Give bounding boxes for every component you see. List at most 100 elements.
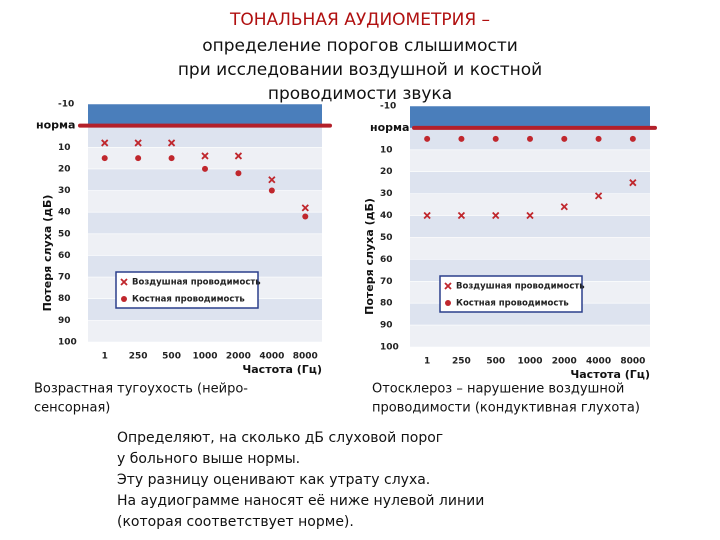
legend-box <box>115 271 259 309</box>
marker-dot <box>629 135 636 142</box>
marker-x <box>134 139 142 147</box>
y-tick-label: -10 <box>380 102 396 112</box>
marker-dot <box>101 155 108 162</box>
marker-stroke <box>167 139 176 147</box>
y-tick-label: норма <box>370 121 409 134</box>
body-text: у больного выше нормы. <box>117 451 300 467</box>
marker-stroke <box>201 152 209 160</box>
y-tick-label: 60 <box>380 255 393 265</box>
y-tick-label: 50 <box>380 233 393 243</box>
x-tick-label: 500 <box>162 352 181 362</box>
grid-band <box>410 171 650 194</box>
legend-label: Воздушная проводимость <box>132 278 261 288</box>
y-tick-label: 100 <box>380 343 399 353</box>
x-tick-label: 1 <box>424 357 430 367</box>
legend-box <box>439 275 583 313</box>
marker-stroke <box>301 204 309 212</box>
marker-x <box>629 179 637 187</box>
y-tick-label: 30 <box>380 189 393 199</box>
marker-stroke <box>457 211 466 220</box>
marker-dot <box>135 155 142 162</box>
marker-stroke <box>134 139 142 147</box>
subtitle: проводимости звука <box>268 84 452 104</box>
grid-band <box>88 125 322 148</box>
x-tick-label: 2000 <box>552 357 577 367</box>
grid-band <box>88 104 322 126</box>
marker-dot <box>458 135 465 142</box>
grid-band <box>88 168 322 191</box>
y-tick-label: 80 <box>58 294 71 304</box>
marker-dot <box>424 135 431 142</box>
marker-x <box>234 152 243 160</box>
marker-stroke <box>492 211 500 220</box>
y-tick-label: 90 <box>380 321 393 331</box>
marker-stroke <box>234 152 243 160</box>
x-axis-label: Частота (Гц) <box>242 363 322 376</box>
x-tick-label: 4000 <box>259 352 284 362</box>
title: ТОНАЛЬНАЯ АУДИОМЕТРИЯ – <box>229 10 490 30</box>
marker-dot <box>561 135 568 142</box>
marker-stroke <box>423 211 431 220</box>
body-text: Эту разницу оценивают как утрату слуха. <box>117 472 430 488</box>
marker-x <box>457 211 466 220</box>
marker-dot <box>121 296 127 302</box>
grid-band <box>88 320 322 342</box>
marker-x <box>101 139 109 147</box>
caption: сенсорная) <box>34 401 110 416</box>
marker-dot <box>302 213 309 220</box>
grid-band <box>410 237 650 260</box>
legend-label: Воздушная проводимость <box>456 282 585 292</box>
marker-x <box>594 192 603 200</box>
x-tick-label: 2000 <box>226 352 251 362</box>
y-tick-label: 80 <box>380 299 393 309</box>
y-tick-label: 70 <box>58 273 71 283</box>
grid-band <box>410 193 650 216</box>
marker-x <box>492 211 500 220</box>
legend-label: Костная проводимость <box>132 295 245 305</box>
x-tick-label: 8000 <box>620 357 645 367</box>
marker-dot <box>595 135 602 142</box>
marker-stroke <box>560 203 568 211</box>
marker-stroke <box>120 278 128 286</box>
caption: Возрастная тугоухость (нейро- <box>34 382 248 397</box>
y-tick-label: -10 <box>58 100 74 110</box>
marker-x <box>120 278 128 286</box>
grid-band <box>410 325 650 347</box>
legend-label: Костная проводимость <box>456 299 569 309</box>
grid-band <box>410 215 650 238</box>
body-text: На аудиограмме наносят её ниже нулевой л… <box>117 493 484 509</box>
marker-dot <box>235 170 242 177</box>
marker-stroke <box>629 179 637 187</box>
y-tick-label: 100 <box>58 338 77 348</box>
marker-stroke <box>594 192 603 200</box>
x-tick-label: 4000 <box>586 357 611 367</box>
caption: проводимости (кондуктивная глухота) <box>372 401 640 416</box>
marker-x <box>526 211 534 220</box>
y-axis-label: Потеря слуха (дБ) <box>363 198 376 315</box>
marker-stroke <box>526 211 534 220</box>
x-tick-label: 1 <box>102 352 108 362</box>
x-tick-label: 1000 <box>192 352 217 362</box>
marker-dot <box>168 155 175 162</box>
marker-stroke <box>444 282 452 290</box>
marker-stroke <box>101 139 109 147</box>
y-tick-label: 40 <box>380 211 393 221</box>
marker-x <box>167 139 176 147</box>
marker-dot <box>527 135 533 142</box>
marker-x <box>444 282 452 290</box>
x-tick-label: 250 <box>129 352 148 362</box>
y-tick-label: 30 <box>58 186 71 196</box>
marker-x <box>301 204 309 212</box>
subtitle: определение порогов слышимости <box>202 36 518 56</box>
x-tick-label: 250 <box>452 357 471 367</box>
x-axis-label: Частота (Гц) <box>570 368 650 381</box>
x-tick-label: 8000 <box>293 352 318 362</box>
y-tick-label: норма <box>36 119 75 132</box>
y-tick-label: 20 <box>58 164 71 174</box>
y-tick-label: 60 <box>58 251 71 261</box>
marker-dot <box>202 165 208 172</box>
y-tick-label: 40 <box>58 208 71 218</box>
grid-band <box>410 106 650 128</box>
grid-band <box>88 190 322 213</box>
